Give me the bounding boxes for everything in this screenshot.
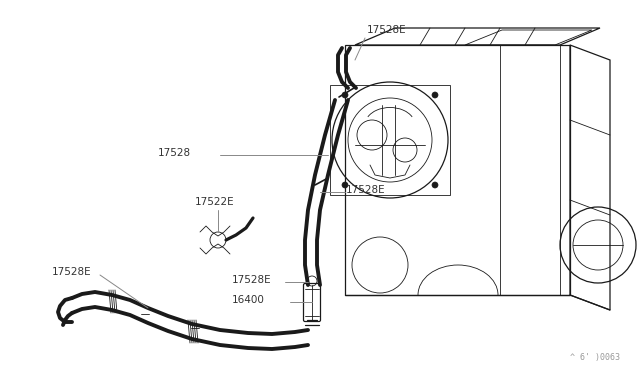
Text: 17528E: 17528E [52,267,92,277]
Circle shape [342,92,348,98]
Text: 17528E: 17528E [367,25,406,35]
Circle shape [432,182,438,188]
Circle shape [342,182,348,188]
Text: 16400: 16400 [232,295,265,305]
Text: ^ 6' )0063: ^ 6' )0063 [570,353,620,362]
Text: 17528E: 17528E [232,275,271,285]
Text: 17528: 17528 [158,148,191,158]
Circle shape [432,92,438,98]
Text: 17522E: 17522E [195,197,235,207]
Text: 17528E: 17528E [346,185,386,195]
